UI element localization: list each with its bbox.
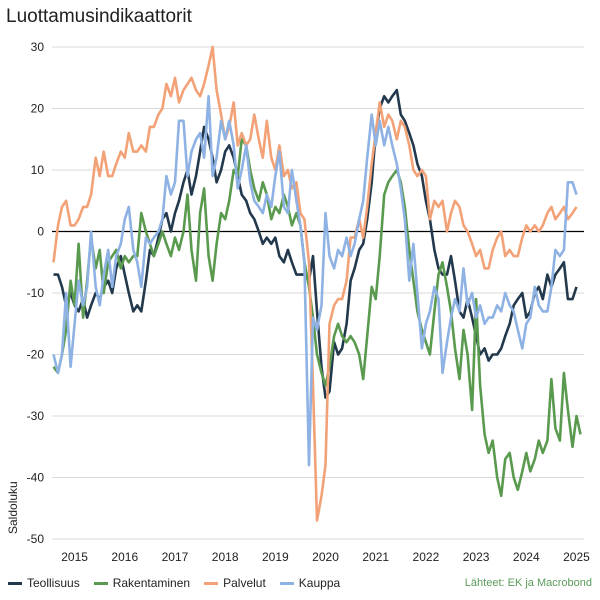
series-lines [52,45,582,522]
series-line-rakentaminen [52,138,582,498]
x-tick-label: 2023 [463,550,490,564]
legend-item-rakentaminen: Rakentaminen [93,576,191,590]
chart-title: Luottamusindikaattorit [6,6,192,27]
y-axis-label: Saldoluku [6,481,20,534]
grid-lines [52,46,584,540]
y-tick-label: 0 [37,225,44,239]
x-tick-label: 2019 [262,550,289,564]
legend: Teollisuus Rakentaminen Palvelut Kauppa [8,576,340,590]
x-tick-label: 2017 [162,550,189,564]
series-line-kauppa [52,94,578,467]
legend-label: Teollisuus [27,576,80,590]
x-tick-label: 2015 [61,550,88,564]
legend-item-kauppa: Kauppa [279,576,341,590]
y-tick-label: 30 [31,40,45,54]
x-tick-label: 2020 [312,550,339,564]
y-tick-label: -10 [27,286,45,300]
legend-label: Rakentaminen [112,576,191,590]
legend-swatch [204,581,219,585]
legend-item-teollisuus: Teollisuus [8,576,80,590]
x-tick-label: 2018 [212,550,239,564]
series-line-palvelut [52,45,578,522]
x-tick-labels: 2015 2016 2017 2018 2019 2020 2021 2022 2023 2024… [61,550,590,564]
x-tick-label: 2025 [563,550,590,564]
y-tick-label: -20 [27,348,45,362]
y-tick-labels: 30 20 10 0 -10 -20 -30 -40 -50 [27,40,45,546]
legend-swatch [8,581,22,585]
source-note: Lähteet: EK ja Macrobond [464,577,592,589]
legend-swatch [93,581,108,585]
y-tick-label: -50 [27,532,45,546]
x-tick-label: 2022 [413,550,440,564]
legend-swatch [279,581,294,585]
legend-label: Palvelut [223,576,266,590]
legend-item-palvelut: Palvelut [204,576,266,590]
y-tick-label: 10 [31,163,45,177]
y-tick-label: 20 [31,102,45,116]
x-tick-label: 2016 [111,550,138,564]
series-line-teollisuus [53,88,578,399]
y-tick-label: -30 [27,409,45,423]
x-tick-label: 2021 [362,550,389,564]
legend-label: Kauppa [298,576,341,590]
x-tick-label: 2024 [513,550,540,564]
y-tick-label: -40 [27,471,45,485]
